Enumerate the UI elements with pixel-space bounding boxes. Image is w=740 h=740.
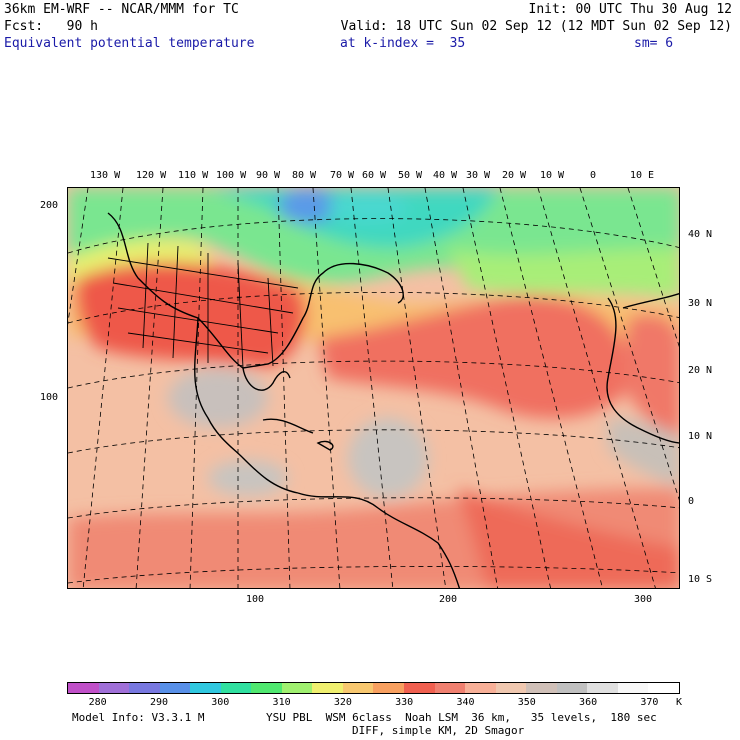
colorbar-label: 280 xyxy=(88,697,107,708)
lon-label: 10 W xyxy=(540,170,565,181)
field-blobs xyxy=(68,188,679,588)
colorbar-swatch xyxy=(465,683,496,693)
forecast-hour: Fcst: 90 h xyxy=(4,19,98,34)
colorbar-label: 310 xyxy=(272,697,291,708)
colorbar-label: 350 xyxy=(517,697,536,708)
init-time: Init: 00 UTC Thu 30 Aug 12 xyxy=(528,2,733,17)
valid-time: Valid: 18 UTC Sun 02 Sep 12 (12 MDT Sun … xyxy=(340,19,732,34)
colorbar-swatch xyxy=(159,683,191,693)
field-name: Equivalent potential temperature xyxy=(4,36,255,51)
coastlines xyxy=(107,212,679,588)
colorbar-swatch xyxy=(617,683,649,693)
colorbar-swatch xyxy=(68,683,99,693)
colorbar-swatch xyxy=(98,683,130,693)
lon-label: 100 W xyxy=(216,170,247,181)
colorbar-swatch xyxy=(434,683,466,693)
physics-info: YSU PBL WSM 6class Noah LSM 36 km, 35 le… xyxy=(266,711,657,724)
lon-label: 20 W xyxy=(502,170,527,181)
colorbar-swatch xyxy=(526,683,557,693)
lon-label: 10 E xyxy=(630,170,655,181)
lon-label: 50 W xyxy=(398,170,423,181)
colorbar-swatch xyxy=(495,683,527,693)
colorbar-swatch xyxy=(220,683,252,693)
lon-label: 80 W xyxy=(292,170,317,181)
lon-label: 110 W xyxy=(178,170,209,181)
lon-label: 40 W xyxy=(433,170,458,181)
colorbar-swatch xyxy=(281,683,313,693)
lon-label: 120 W xyxy=(136,170,167,181)
colorbar-swatch xyxy=(587,683,618,693)
colorbar-swatch xyxy=(404,683,435,693)
grid-label-bottom-300: 300 xyxy=(634,594,653,605)
grid-label-bottom-100: 100 xyxy=(246,594,265,605)
colorbar-label: 330 xyxy=(395,697,414,708)
lon-label: 70 W xyxy=(330,170,355,181)
colorbar-swatch xyxy=(342,683,374,693)
colorbar-label: 340 xyxy=(456,697,475,708)
grid-label-left-100: 100 xyxy=(40,392,59,403)
colorbar-label: 290 xyxy=(149,697,168,708)
colorbar-swatch xyxy=(648,683,679,693)
colorbar-swatch xyxy=(129,683,160,693)
lat-label: 40 N xyxy=(688,229,713,240)
colorbar-swatch xyxy=(190,683,221,693)
model-info: Model Info: V3.3.1 M xyxy=(72,711,205,724)
lon-label: 90 W xyxy=(256,170,281,181)
smoothing-label: sm= 6 xyxy=(634,36,674,51)
lat-label: 30 N xyxy=(688,298,713,309)
colorbar-label: 300 xyxy=(211,697,230,708)
lat-label: 0 xyxy=(688,496,695,507)
state-borders xyxy=(107,242,299,369)
theta-e-map xyxy=(67,187,680,589)
lat-label: 20 N xyxy=(688,365,713,376)
colorbar-swatch xyxy=(312,683,343,693)
grid-label-left-200: 200 xyxy=(40,200,59,211)
colorbar xyxy=(67,682,680,694)
lon-label: 130 W xyxy=(90,170,121,181)
model-title: 36km EM-WRF -- NCAR/MMM for TC xyxy=(4,2,239,17)
colorbar-label: 320 xyxy=(333,697,352,708)
map-canvas xyxy=(68,188,679,588)
lon-label: 30 W xyxy=(466,170,491,181)
diffusion-info: DIFF, simple KM, 2D Smagor xyxy=(352,724,525,737)
lat-label: 10 N xyxy=(688,431,713,442)
lat-label: 10 S xyxy=(688,574,713,585)
lon-label: 0 xyxy=(590,170,597,181)
lon-label: 60 W xyxy=(362,170,387,181)
grid-label-bottom-200: 200 xyxy=(439,594,458,605)
colorbar-label: 370 xyxy=(640,697,659,708)
colorbar-unit: K xyxy=(676,697,683,708)
graticule xyxy=(68,188,679,588)
level-label: at k-index = 35 xyxy=(340,36,466,51)
colorbar-swatch xyxy=(251,683,282,693)
colorbar-label: 360 xyxy=(579,697,598,708)
colorbar-swatch xyxy=(373,683,405,693)
colorbar-swatch xyxy=(556,683,588,693)
